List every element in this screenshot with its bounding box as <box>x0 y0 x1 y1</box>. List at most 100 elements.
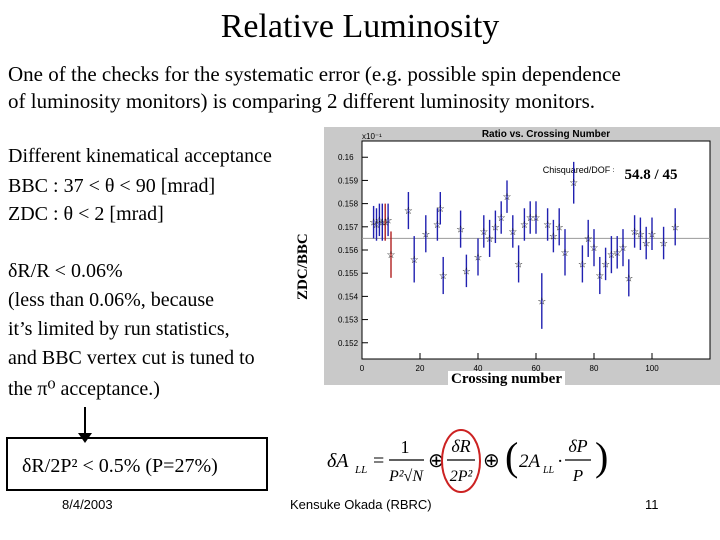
data-point: ☆ <box>387 250 396 261</box>
y-multiplier: x10⁻¹ <box>362 132 382 141</box>
formula-frac1-den: P²√N <box>388 468 424 485</box>
x-tick-label: 100 <box>645 364 659 373</box>
x-tick-label: 60 <box>532 364 541 373</box>
data-point: ☆ <box>526 213 535 224</box>
data-point: ☆ <box>659 239 668 250</box>
data-point: ☆ <box>569 178 578 189</box>
highlight-circle <box>441 429 481 493</box>
data-point: ☆ <box>384 215 393 226</box>
data-point: ☆ <box>474 252 483 263</box>
formula-dot: · <box>557 451 563 472</box>
data-point: ☆ <box>491 222 500 233</box>
data-point: ☆ <box>503 192 512 203</box>
y-tick-label: 0.159 <box>338 176 359 185</box>
y-tick-label: 0.154 <box>338 292 359 301</box>
y-tick-label: 0.157 <box>338 223 359 232</box>
data-point: ☆ <box>601 259 610 270</box>
data-point: ☆ <box>595 271 604 282</box>
note-line-2: it’s limited by run statistics, <box>8 318 230 340</box>
data-point: ☆ <box>462 266 471 277</box>
y-tick-label: 0.153 <box>338 316 359 325</box>
x-tick-label: 0 <box>360 364 365 373</box>
data-point: ☆ <box>648 229 657 240</box>
dr-over-r: δR/R < 0.06% <box>8 260 123 282</box>
formula-paren-open: ( <box>505 434 518 479</box>
plot-title: Ratio vs. Crossing Number <box>482 129 610 140</box>
plot-x-label: Crossing number <box>448 371 565 388</box>
data-point: ☆ <box>613 248 622 259</box>
data-point: ☆ <box>456 225 465 236</box>
data-point: ☆ <box>372 220 381 231</box>
formula-frac1-num: 1 <box>401 437 410 457</box>
data-point: ☆ <box>436 204 445 215</box>
footer-date: 8/4/2003 <box>62 497 113 512</box>
formula-oplus-2: ⊕ <box>483 450 500 472</box>
data-point: ☆ <box>607 250 616 261</box>
data-point: ☆ <box>479 227 488 238</box>
formula-frac3-den: P <box>572 466 583 485</box>
footer-page-number: 11 <box>645 497 659 512</box>
formula-eq: = <box>373 450 384 472</box>
data-point: ☆ <box>561 248 570 259</box>
data-point: ☆ <box>578 259 587 270</box>
formula-term3: 2A <box>519 451 541 472</box>
data-point: ☆ <box>532 213 541 224</box>
data-point: ☆ <box>671 222 680 233</box>
x-tick-label: 20 <box>416 364 425 373</box>
intro-line-2: of luminosity monitors) is comparing 2 d… <box>8 89 595 113</box>
data-point: ☆ <box>636 229 645 240</box>
data-point: ☆ <box>381 218 390 229</box>
data-point: ☆ <box>549 232 558 243</box>
plot-y-label: ZDC/BBC <box>295 233 311 300</box>
result-box: δR/2P² < 0.5% (P=27%) <box>6 437 268 491</box>
data-point: ☆ <box>378 218 387 229</box>
zdc-acceptance: ZDC : θ < 2 [mrad] <box>8 203 164 225</box>
data-point: ☆ <box>439 271 448 282</box>
footer-author: Kensuke Okada (RBRC) <box>290 497 432 512</box>
bbc-acceptance: BBC : 37 < θ < 90 [mrad] <box>8 175 216 197</box>
intro-line-1: One of the checks for the systematic err… <box>8 62 621 86</box>
data-point: ☆ <box>497 213 506 224</box>
formula-lhs: δA <box>327 450 349 472</box>
note-line-1: (less than 0.06%, because <box>8 289 215 311</box>
formula-paren-close: ) <box>595 434 608 479</box>
slide-title: Relative Luminosity <box>220 8 500 45</box>
note-line-3: and BBC vertex cut is tuned to <box>8 347 255 369</box>
x-tick-label: 40 <box>474 364 483 373</box>
formula-term3-sub: LL <box>542 465 555 476</box>
y-tick-label: 0.158 <box>338 200 359 209</box>
data-point: ☆ <box>630 227 639 238</box>
data-point: ☆ <box>555 222 564 233</box>
chisq-label: Chisquared/DOF = <box>543 165 618 175</box>
formula-oplus-1: ⊕ <box>428 450 445 472</box>
acceptance-heading: Different kinematical acceptance <box>8 145 272 167</box>
y-tick-label: 0.156 <box>338 246 359 255</box>
formula-frac2-den: 2P² <box>450 468 474 485</box>
y-tick-label: 0.16 <box>338 153 354 162</box>
data-point: ☆ <box>624 273 633 284</box>
formula-lhs-sub: LL <box>354 464 367 476</box>
data-point: ☆ <box>410 255 419 266</box>
data-point: ☆ <box>404 206 413 217</box>
chisq-value: 54.8 / 45 <box>614 163 688 187</box>
data-point: ☆ <box>584 234 593 245</box>
asymmetry-error-formula: δA LL = 1 P²√N ⊕ δR 2P² ⊕ ( 2A LL · δP P… <box>327 429 608 493</box>
data-point: ☆ <box>508 227 517 238</box>
data-point: ☆ <box>369 218 378 229</box>
data-point: ☆ <box>485 234 494 245</box>
data-point: ☆ <box>537 297 546 308</box>
formula-frac3-num: δP <box>568 436 587 456</box>
formula-frac2-num: δR <box>451 436 470 456</box>
y-tick-label: 0.152 <box>338 339 359 348</box>
data-point: ☆ <box>619 243 628 254</box>
data-point: ☆ <box>375 215 384 226</box>
data-point: ☆ <box>590 243 599 254</box>
data-point: ☆ <box>433 220 442 231</box>
y-tick-label: 0.155 <box>338 269 359 278</box>
data-point: ☆ <box>642 239 651 250</box>
data-point: ☆ <box>421 229 430 240</box>
data-point: ☆ <box>514 259 523 270</box>
x-tick-label: 80 <box>590 364 599 373</box>
note-line-4: the π⁰ acceptance.) <box>8 378 160 400</box>
data-point: ☆ <box>520 220 529 231</box>
